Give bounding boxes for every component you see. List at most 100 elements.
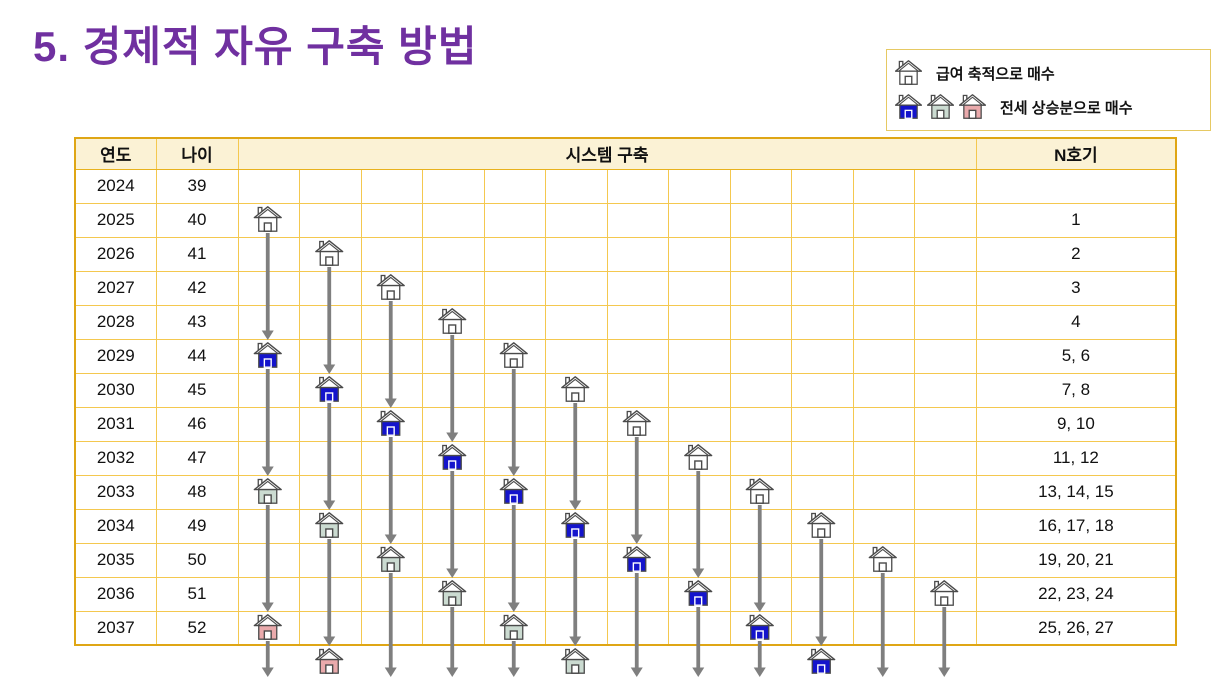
grid-cell [668, 610, 731, 646]
header-unit: N호기 [975, 137, 1177, 170]
age-cell: 50 [155, 542, 239, 578]
grid-cell [545, 168, 608, 204]
grid-cell [299, 304, 362, 340]
grid-cell [914, 474, 977, 510]
grid-cell [606, 270, 669, 306]
grid-cell [422, 202, 485, 238]
grid-cell [237, 576, 300, 612]
grid-cell [360, 270, 423, 306]
grid-cell [360, 440, 423, 476]
grid-cell [729, 508, 792, 544]
grid-cell [791, 440, 854, 476]
grid-cell [483, 440, 546, 476]
grid-cell [360, 610, 423, 646]
grid-cell [299, 440, 362, 476]
grid-cell [668, 542, 731, 578]
table-row: 2027 42 3 [74, 270, 1177, 306]
grid-cell [299, 474, 362, 510]
grid-cell [360, 236, 423, 272]
grid-cell [483, 304, 546, 340]
unit-cell: 7, 8 [975, 372, 1177, 408]
grid-cell [914, 338, 977, 374]
grid-cell [237, 406, 300, 442]
grid-cell [668, 304, 731, 340]
grid-cell [852, 576, 915, 612]
grid-cell [914, 440, 977, 476]
grid-cell [914, 168, 977, 204]
grid-cell [852, 270, 915, 306]
grid-cell [299, 236, 362, 272]
system-table: 연도 나이 시스템 구축 N호기 2024 39 2025 40 1 2026 41 2 202… [74, 137, 1178, 646]
grid-cell [545, 372, 608, 408]
house-white-icon [895, 60, 922, 86]
grid-cell [729, 338, 792, 374]
year-cell: 2036 [74, 576, 157, 612]
table-row: 2033 48 13, 14, 15 [74, 474, 1177, 510]
year-cell: 2035 [74, 542, 157, 578]
unit-cell: 4 [975, 304, 1177, 340]
house-blue-icon [807, 648, 836, 674]
grid-cell [791, 610, 854, 646]
year-cell: 2029 [74, 338, 157, 374]
grid-cell [360, 474, 423, 510]
grid-cell [914, 304, 977, 340]
age-cell: 44 [155, 338, 239, 374]
grid-cell [852, 440, 915, 476]
arrow-down-icon [261, 641, 274, 677]
year-cell: 2031 [74, 406, 157, 442]
grid-cell [791, 474, 854, 510]
grid-cell [791, 508, 854, 544]
grid-cell [668, 236, 731, 272]
grid-cell [606, 202, 669, 238]
house-pink-icon [959, 94, 986, 119]
grid-cell [299, 576, 362, 612]
table-row: 2026 41 2 [74, 236, 1177, 272]
grid-cell [914, 508, 977, 544]
header-system: 시스템 구축 [237, 137, 977, 170]
age-cell: 51 [155, 576, 239, 612]
table-row: 2036 51 22, 23, 24 [74, 576, 1177, 612]
house-pink-icon [315, 648, 344, 674]
house-color-icons [895, 94, 986, 120]
grid-cell [237, 542, 300, 578]
grid-cell [545, 202, 608, 238]
grid-cell [545, 338, 608, 374]
grid-cell [483, 542, 546, 578]
grid-cell [360, 576, 423, 612]
grid-cell [729, 304, 792, 340]
grid-cell [914, 610, 977, 646]
year-cell: 2028 [74, 304, 157, 340]
grid-cell [729, 542, 792, 578]
grid-cell [422, 338, 485, 374]
grid-cell [852, 202, 915, 238]
grid-cell [545, 508, 608, 544]
grid-cell [852, 372, 915, 408]
house-blue-icon [895, 94, 922, 119]
age-cell: 48 [155, 474, 239, 510]
grid-cell [729, 270, 792, 306]
unit-cell: 1 [975, 202, 1177, 238]
grid-cell [545, 270, 608, 306]
grid-cell [360, 406, 423, 442]
unit-cell: 9, 10 [975, 406, 1177, 442]
age-cell: 43 [155, 304, 239, 340]
grid-cell [422, 440, 485, 476]
year-cell: 2026 [74, 236, 157, 272]
grid-cell [360, 508, 423, 544]
grid-cell [729, 474, 792, 510]
unit-cell: 5, 6 [975, 338, 1177, 374]
house-green-icon [927, 94, 954, 119]
grid-cell [606, 338, 669, 374]
grid-cell [852, 236, 915, 272]
grid-cell [914, 542, 977, 578]
grid-cell [791, 542, 854, 578]
grid-cell [606, 610, 669, 646]
table-row: 2032 47 11, 12 [74, 440, 1177, 476]
grid-cell [606, 372, 669, 408]
grid-cell [545, 406, 608, 442]
grid-cell [237, 270, 300, 306]
grid-cell [606, 168, 669, 204]
unit-cell: 3 [975, 270, 1177, 306]
grid-cell [729, 576, 792, 612]
grid-cell [914, 202, 977, 238]
